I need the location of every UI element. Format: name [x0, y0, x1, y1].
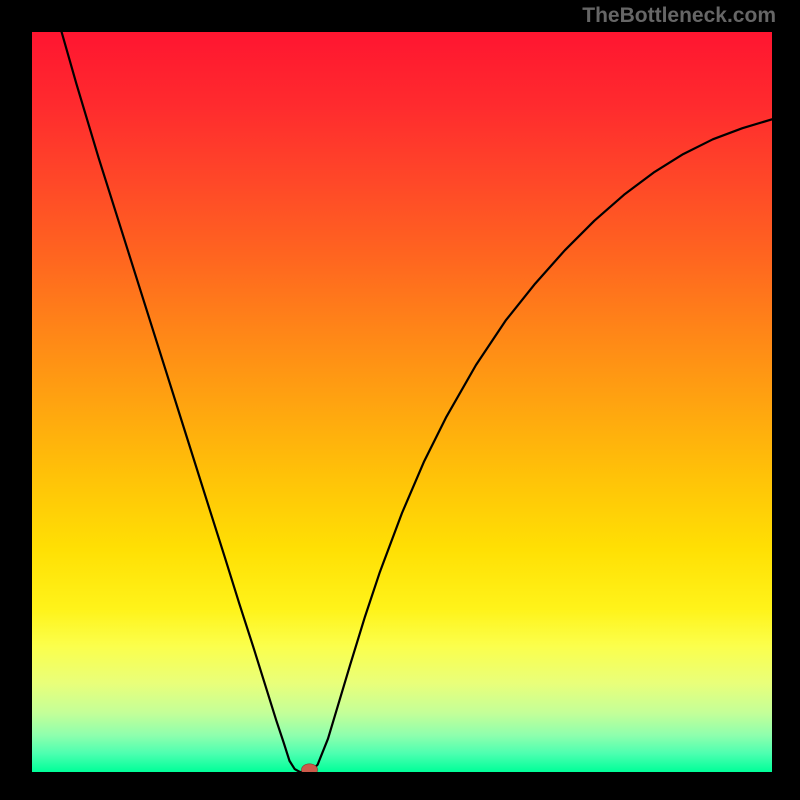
bottleneck-curve: [62, 32, 772, 772]
minimum-marker: [302, 764, 318, 772]
watermark-text: TheBottleneck.com: [582, 4, 776, 28]
curve-layer: [32, 32, 772, 772]
plot-area: [32, 32, 772, 772]
